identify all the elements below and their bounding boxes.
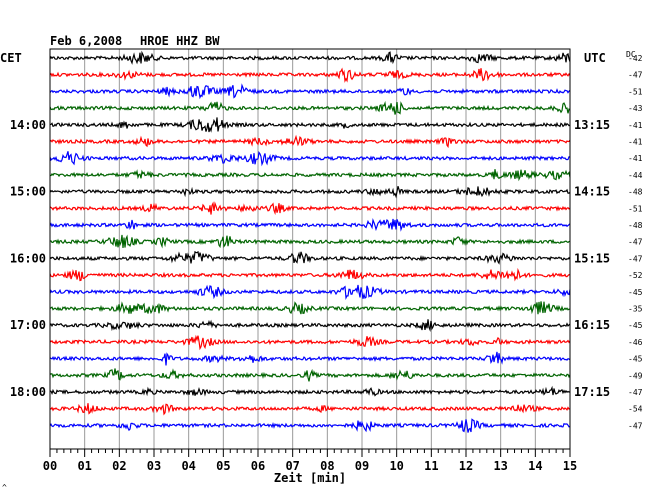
x-tick-label: 04 — [181, 459, 195, 473]
cet-hour-label: 14:00 — [10, 118, 46, 132]
x-axis-ticks: 00 01 02 03 04 05 06 07 08 09 10 11 12 13 14 15 — [43, 449, 577, 473]
cet-axis-label: CET — [0, 51, 22, 65]
dc-offset-label: -45 — [628, 288, 643, 297]
dc-offset-label: -51 — [628, 87, 643, 96]
x-tick-label: 13 — [493, 459, 507, 473]
x-tick-label: 09 — [355, 459, 369, 473]
trace-row-8 — [50, 169, 571, 182]
grid-lines — [84, 49, 536, 449]
cet-hour-label: 16:00 — [10, 251, 46, 265]
dc-offset-label: -41 — [628, 154, 643, 163]
dc-offset-label: -41 — [628, 121, 643, 130]
trace-row-18 — [49, 334, 571, 351]
dc-offset-label: -44 — [628, 171, 643, 180]
dc-offset-label: -51 — [628, 204, 643, 213]
utc-hour-label: 13:15 — [574, 118, 610, 132]
dc-offset-label: -47 — [628, 254, 643, 263]
seismic-traces — [49, 50, 571, 433]
corner-mark: ^ — [2, 483, 7, 492]
trace-row-16 — [49, 301, 571, 315]
trace-row-15 — [49, 284, 571, 301]
dc-offset-label: -47 — [628, 388, 643, 397]
dc-offset-label: -43 — [628, 104, 643, 113]
x-tick-label: 11 — [424, 459, 438, 473]
x-tick-label: 08 — [320, 459, 334, 473]
x-tick-label: 03 — [147, 459, 161, 473]
utc-hour-label: 17:15 — [574, 385, 610, 399]
trace-row-7 — [49, 150, 570, 167]
x-tick-label: 10 — [389, 459, 403, 473]
trace-row-20 — [49, 368, 571, 382]
station-label: HROE HHZ BW — [140, 34, 220, 48]
trace-row-12 — [49, 234, 571, 249]
dc-offset-label: -35 — [628, 305, 643, 314]
dc-offset-label: -47 — [628, 71, 643, 80]
trace-row-22 — [49, 403, 571, 416]
x-tick-label: 12 — [459, 459, 473, 473]
dc-offset-label: -42 — [628, 54, 643, 63]
utc-hour-labels: 13:15 14:15 15:15 16:15 17:15 — [574, 118, 610, 399]
utc-hour-label: 16:15 — [574, 318, 610, 332]
trace-row-14 — [49, 267, 571, 282]
dc-offset-label: -49 — [628, 371, 643, 380]
chart-date-title: Feb 6,2008 — [50, 34, 122, 48]
dc-offset-label: -47 — [628, 421, 643, 430]
trace-row-6 — [49, 134, 571, 149]
dc-offset-label: -48 — [628, 221, 643, 230]
trace-row-17 — [49, 319, 571, 333]
cet-hour-label: 15:00 — [10, 185, 46, 199]
x-axis-title: Zeit [min] — [274, 471, 346, 485]
plot-frame — [49, 48, 571, 450]
utc-hour-label: 14:15 — [574, 185, 610, 199]
x-tick-label: 02 — [112, 459, 126, 473]
trace-row-2 — [49, 67, 571, 83]
x-tick-label: 07 — [285, 459, 299, 473]
trace-row-19 — [49, 351, 571, 366]
dc-offset-label: -47 — [628, 238, 643, 247]
dc-offset-label: -54 — [628, 405, 643, 414]
x-tick-label: 14 — [528, 459, 542, 473]
utc-hour-label: 15:15 — [574, 251, 610, 265]
dc-offset-label: -45 — [628, 321, 643, 330]
cet-hour-labels: 14:00 15:00 16:00 17:00 18:00 — [10, 118, 46, 399]
trace-row-5 — [49, 117, 571, 133]
trace-row-4 — [49, 100, 571, 115]
trace-row-9 — [49, 186, 571, 199]
trace-row-1 — [49, 50, 571, 65]
x-tick-label: 06 — [251, 459, 265, 473]
trace-row-13 — [49, 250, 571, 265]
dc-offset-label: -52 — [628, 271, 643, 280]
trace-row-23 — [49, 418, 571, 433]
trace-row-21 — [49, 385, 571, 397]
trace-row-10 — [49, 201, 571, 216]
cet-hour-label: 18:00 — [10, 385, 46, 399]
x-tick-label: 00 — [43, 459, 57, 473]
utc-axis-label: UTC — [584, 51, 606, 65]
dc-offset-label: -48 — [628, 188, 643, 197]
dc-offset-label: -41 — [628, 138, 643, 147]
x-tick-label: 05 — [216, 459, 230, 473]
x-tick-label: 01 — [77, 459, 91, 473]
x-tick-label: 15 — [563, 459, 577, 473]
trace-row-3 — [49, 83, 571, 100]
dc-axis-label: DC — [626, 50, 636, 59]
dc-offset-label: -45 — [628, 355, 643, 364]
dc-offset-labels: -42 -47 -51 -43 -41 -41 -41 -44 -48 -51 -48 -47 -47 -… — [628, 54, 643, 430]
cet-hour-label: 17:00 — [10, 318, 46, 332]
trace-row-11 — [49, 217, 571, 232]
dc-offset-label: -46 — [628, 338, 643, 347]
